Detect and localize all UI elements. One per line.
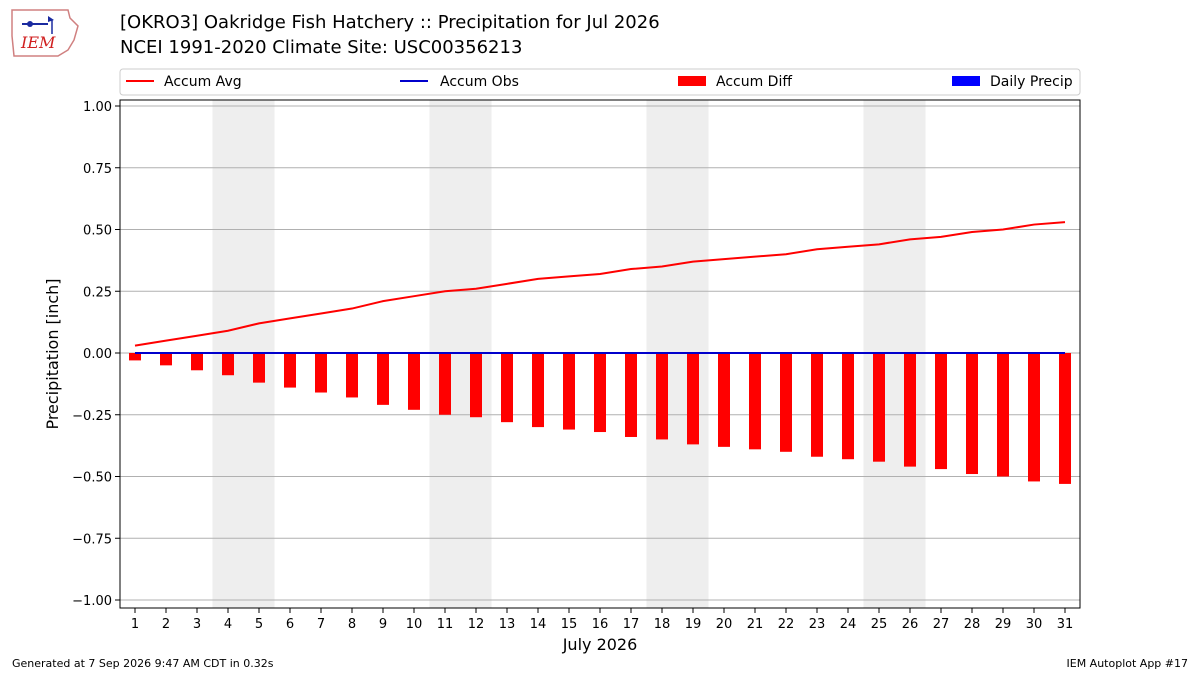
chart-title: [OKRO3] Oakridge Fish Hatchery :: Precip…	[120, 12, 660, 33]
x-tick-label: 21	[747, 617, 764, 632]
x-tick-label: 27	[933, 617, 950, 632]
x-axis-label: July 2026	[562, 635, 638, 654]
x-tick-label: 31	[1057, 617, 1074, 632]
accum-diff-bar	[1059, 353, 1071, 484]
x-tick-label: 22	[778, 617, 795, 632]
accum-diff-bar	[253, 353, 265, 383]
y-tick-label: −0.50	[72, 471, 112, 486]
accum-diff-bar	[129, 353, 141, 361]
x-tick-label: 29	[995, 617, 1012, 632]
accum-diff-bar	[842, 353, 854, 460]
accum-diff-bar	[563, 353, 575, 430]
accum-diff-bar	[439, 353, 451, 415]
x-tick-label: 23	[809, 617, 826, 632]
accum-diff-bar	[377, 353, 389, 405]
accum-diff-bar	[780, 353, 792, 452]
accum-diff-bar	[346, 353, 358, 398]
accum-diff-bar	[873, 353, 885, 462]
x-tick-label: 19	[685, 617, 702, 632]
x-tick-label: 10	[406, 617, 423, 632]
x-tick-label: 3	[193, 617, 201, 632]
legend-label-accum-obs: Accum Obs	[440, 74, 519, 90]
x-tick-label: 26	[902, 617, 919, 632]
accum-diff-bar	[718, 353, 730, 447]
accum-diff-bar	[191, 353, 203, 371]
x-tick-label: 24	[840, 617, 857, 632]
y-tick-label: 0.00	[83, 347, 112, 362]
accum-avg-line	[134, 221, 1066, 347]
legend: Accum Avg Accum Obs Accum Diff Daily Pre…	[119, 68, 1081, 96]
legend-label-accum-avg: Accum Avg	[164, 74, 242, 90]
accum-diff-bar	[749, 353, 761, 450]
y-tick-label: 0.25	[83, 285, 112, 300]
footer-generated-text: Generated at 7 Sep 2026 9:47 AM CDT in 0…	[12, 657, 274, 670]
legend-frame	[119, 68, 1081, 96]
accum-diff-bar	[656, 353, 668, 440]
accum-diff-bar	[997, 353, 1009, 477]
accum-diff-bar	[966, 353, 978, 475]
legend-swatch-daily-precip	[952, 76, 980, 86]
accum-diff-bar	[284, 353, 296, 388]
footer-app-text: IEM Autoplot App #17	[1066, 657, 1189, 670]
accum-diff-bar	[408, 353, 420, 410]
x-tick-label: 12	[468, 617, 485, 632]
x-tick-label: 2	[162, 617, 170, 632]
legend-label-daily-precip: Daily Precip	[990, 74, 1073, 90]
x-tick-label: 14	[530, 617, 547, 632]
series-lines	[134, 221, 1066, 354]
x-tick-label: 4	[224, 617, 232, 632]
accum-diff-bar	[687, 353, 699, 445]
y-tick-label: −0.25	[72, 409, 112, 424]
accum-diff-bar	[594, 353, 606, 433]
logo-text: IEM	[20, 33, 56, 52]
accum-diff-bar	[904, 353, 916, 467]
y-tick-label: 1.00	[83, 100, 112, 115]
x-tick-label: 7	[317, 617, 325, 632]
y-tick-label: 0.75	[83, 162, 112, 177]
x-tick-label: 30	[1026, 617, 1043, 632]
x-tick-label: 28	[964, 617, 981, 632]
x-tick-label: 15	[561, 617, 578, 632]
accum-diff-bar	[470, 353, 482, 418]
accum-diff-bar	[811, 353, 823, 457]
x-tick-label: 25	[871, 617, 888, 632]
accum-diff-bar	[935, 353, 947, 470]
x-tick-label: 17	[623, 617, 640, 632]
accum-diff-bar	[160, 353, 172, 366]
legend-swatch-accum-diff	[678, 76, 706, 86]
x-tick-label: 6	[286, 617, 294, 632]
x-tick-label: 18	[654, 617, 671, 632]
accum-diff-bar	[532, 353, 544, 428]
accum-diff-bar	[315, 353, 327, 393]
x-axis-ticks: 1 2 3 4 5 6 7 8 9 10 11 12 13 14 15 16 17 18 19 20 21 22 23 24 2…	[131, 608, 1073, 632]
accum-diff-bar	[222, 353, 234, 376]
x-tick-label: 8	[348, 617, 356, 632]
accum-diff-bar	[1028, 353, 1040, 482]
x-tick-label: 20	[716, 617, 733, 632]
accum-diff-bar	[501, 353, 513, 423]
x-tick-label: 11	[437, 617, 454, 632]
x-tick-label: 13	[499, 617, 516, 632]
chart-subtitle: NCEI 1991-2020 Climate Site: USC00356213	[120, 37, 523, 58]
y-tick-label: −0.75	[72, 532, 112, 547]
x-tick-label: 9	[379, 617, 387, 632]
x-tick-label: 5	[255, 617, 263, 632]
accum-diff-bar	[625, 353, 637, 437]
x-tick-label: 1	[131, 617, 139, 632]
y-tick-label: −1.00	[72, 594, 112, 609]
x-tick-label: 16	[592, 617, 609, 632]
accum-diff-bars	[129, 353, 1071, 484]
legend-label-accum-diff: Accum Diff	[716, 74, 792, 90]
y-axis-ticks: 1.00 0.75 0.50 0.25 0.00 −0.25 −0.50 −0.75 −1.00	[72, 100, 120, 609]
y-axis-label: Precipitation [inch]	[43, 278, 62, 429]
y-tick-label: 0.50	[83, 224, 112, 239]
iem-logo: IEM	[11, 9, 79, 57]
